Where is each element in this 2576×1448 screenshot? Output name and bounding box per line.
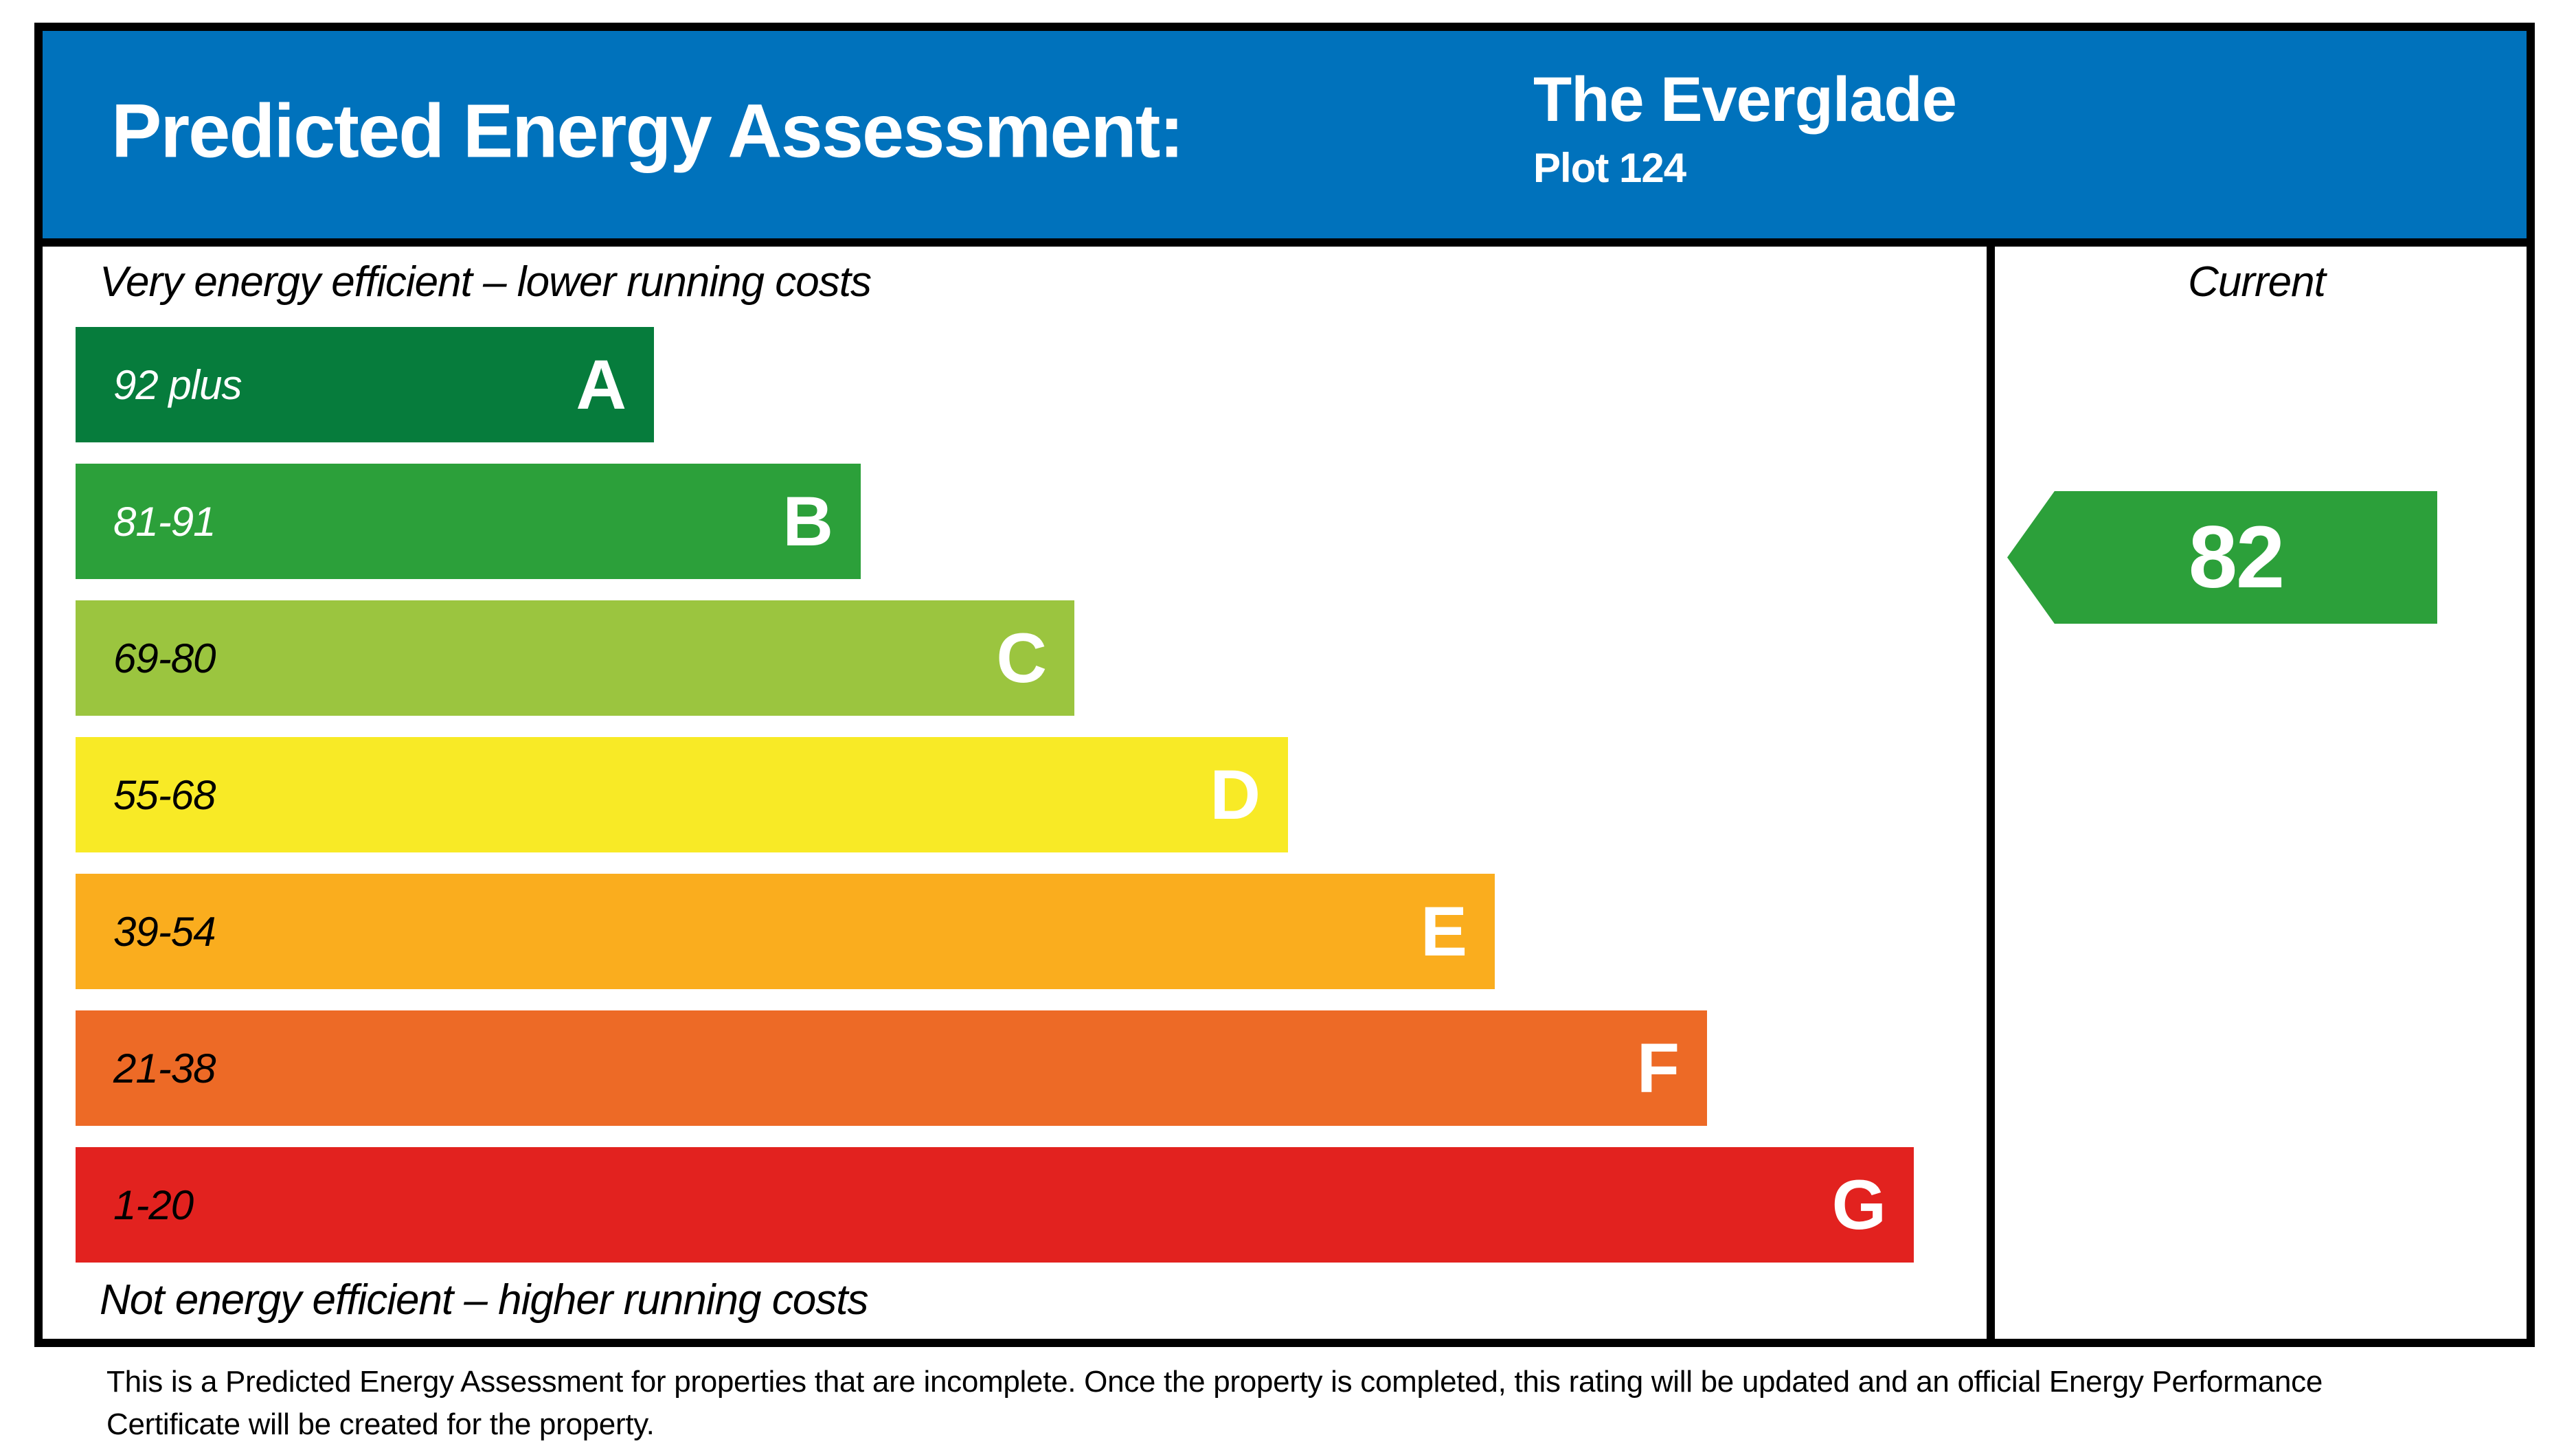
epc-band-bar-D: 55-68 D: [76, 737, 1288, 852]
band-range-label: 55-68: [113, 771, 216, 818]
epc-certificate: Predicted Energy Assessment: The Evergla…: [34, 23, 2535, 1347]
property-name: The Everglade: [1533, 65, 1957, 135]
footer-note: This is a Predicted Energy Assessment fo…: [106, 1361, 2497, 1446]
epc-band-bar-B: 81-91 B: [76, 464, 861, 579]
epc-band-C: 69-80 C: [76, 600, 1987, 716]
epc-chart-main: Very energy efficient – lower running co…: [43, 247, 2527, 1339]
band-letter: D: [1210, 755, 1261, 834]
epc-band-bar-F: 21-38 F: [76, 1010, 1707, 1126]
bottom-axis-label: Not energy efficient – higher running co…: [100, 1276, 868, 1324]
epc-band-D: 55-68 D: [76, 737, 1987, 852]
epc-band-B: 81-91 B: [76, 464, 1987, 579]
band-letter: B: [782, 482, 833, 561]
band-range-label: 39-54: [113, 908, 216, 955]
epc-band-A: 92 plus A: [76, 327, 1987, 442]
band-range-label: 81-91: [113, 498, 216, 545]
epc-band-F: 21-38 F: [76, 1010, 1987, 1126]
footer-note-line1: This is a Predicted Energy Assessment fo…: [106, 1365, 2323, 1399]
property-block: The Everglade Plot 124: [1533, 65, 1957, 192]
current-column-header: Current: [2188, 258, 2326, 306]
epc-band-bar-G: 1-20 G: [76, 1147, 1914, 1263]
epc-chart: Very energy efficient – lower running co…: [43, 247, 1987, 1339]
band-letter: A: [576, 345, 626, 424]
current-rating-arrow: 82: [2007, 491, 2437, 624]
band-letter: E: [1420, 892, 1467, 971]
epc-bands: 92 plus A 81-91 B 69-80 C 55-68 D 39-54 E 21-38 F 1-…: [76, 327, 1987, 1284]
current-rating-value: 82: [2188, 508, 2285, 607]
epc-band-bar-A: 92 plus A: [76, 327, 654, 442]
band-range-label: 69-80: [113, 635, 216, 681]
top-axis-label: Very energy efficient – lower running co…: [100, 258, 872, 306]
current-rating-column: Current 82: [1987, 247, 2518, 1339]
page-title: Predicted Energy Assessment:: [111, 89, 1184, 174]
epc-band-bar-E: 39-54 E: [76, 874, 1495, 989]
band-letter: C: [996, 618, 1047, 697]
epc-band-bar-C: 69-80 C: [76, 600, 1074, 716]
plot-number: Plot 124: [1533, 144, 1686, 191]
band-range-label: 1-20: [113, 1181, 194, 1228]
footer-note-line2: Certificate will be created for the prop…: [106, 1407, 655, 1441]
epc-header: Predicted Energy Assessment: The Evergla…: [43, 31, 2527, 247]
band-letter: F: [1636, 1028, 1680, 1107]
epc-band-E: 39-54 E: [76, 874, 1987, 989]
band-range-label: 92 plus: [113, 361, 242, 408]
band-range-label: 21-38: [113, 1045, 216, 1091]
band-letter: G: [1831, 1165, 1886, 1244]
epc-band-G: 1-20 G: [76, 1147, 1987, 1263]
